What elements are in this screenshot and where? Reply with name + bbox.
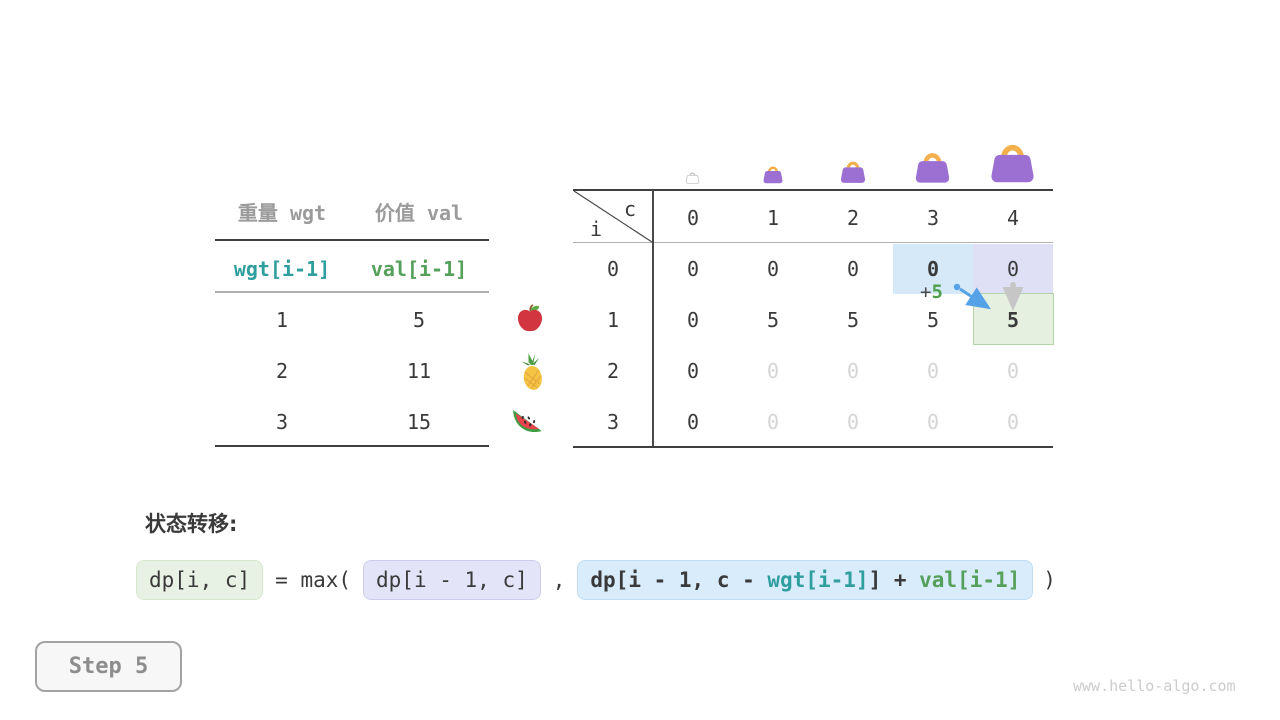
item-row-val: 15: [406, 410, 432, 434]
item-row-wgt: 3: [275, 410, 289, 434]
dp-table-corner-diagonal: [573, 190, 653, 243]
items-table-bottom-rule: [215, 445, 489, 447]
watermelon-icon: [513, 410, 542, 433]
blue-arrow-origin-dot: [953, 283, 961, 291]
state-transition-formula: dp[i, c] = max( dp[i - 1, c] , dp[i - 1,…: [136, 560, 1056, 600]
formula-option2-val: val[i-1]: [919, 568, 1021, 592]
transition-arrows: [953, 282, 1024, 311]
dp-cell-source-above: 0: [1006, 257, 1020, 281]
plus-value-annotation: +5: [920, 281, 943, 303]
dp-cell-pending: 0: [846, 359, 860, 383]
dp-cell-current: 5: [1006, 308, 1020, 332]
state-transition-heading: 状态转移:: [145, 512, 238, 536]
dp-cell-pending: 0: [766, 359, 780, 383]
items-col-header-value: 价值 val: [374, 201, 464, 225]
item-row-val: 5: [412, 308, 426, 332]
dp-row-header: 2: [606, 359, 620, 383]
dp-cell: 0: [686, 257, 700, 281]
dp-cell: 5: [766, 308, 780, 332]
blue-transition-arrow: [959, 287, 992, 310]
formula-option2-wgt: wgt[i-1]: [767, 568, 869, 592]
dp-cell: 0: [846, 257, 860, 281]
plus-sign: +: [920, 281, 932, 303]
dp-cell: 0: [766, 257, 780, 281]
dp-col-header: 1: [766, 206, 780, 230]
added-value: 5: [931, 281, 943, 303]
dp-cell-pending: 0: [846, 410, 860, 434]
formula-option1-box: dp[i - 1, c]: [363, 560, 541, 600]
watermark: www.hello-algo.com: [1073, 677, 1236, 695]
dp-cell-pending: 0: [1006, 410, 1020, 434]
formula-equals-max: = max(: [275, 568, 352, 592]
dp-table-bottom-rule: [573, 446, 1053, 448]
dp-cell-pending: 0: [766, 410, 780, 434]
bag-icon-capacity-2: [840, 161, 866, 183]
formula-lhs-box: dp[i, c]: [136, 560, 264, 600]
dp-cell: 0: [686, 308, 700, 332]
dp-cell-pending: 0: [1006, 359, 1020, 383]
dp-cell: 5: [926, 308, 940, 332]
items-subheader-wgt: wgt[i-1]: [233, 257, 331, 281]
item-row-wgt: 1: [275, 308, 289, 332]
step-badge-label: Step 5: [68, 654, 149, 679]
step-badge: Step 5: [35, 641, 182, 692]
dp-corner-col-label: c: [623, 197, 637, 221]
dp-table-header-rule: [573, 242, 1053, 243]
bag-icon-capacity-1: [763, 166, 783, 184]
dp-cell-pending: 0: [926, 359, 940, 383]
items-subheader-val: val[i-1]: [370, 257, 468, 281]
bag-icon-capacity-3: [915, 153, 950, 183]
formula-option2-pre: dp[i - 1, c -: [590, 568, 768, 592]
dp-cell-pending: 0: [926, 410, 940, 434]
pineapple-icon: [521, 353, 542, 390]
dp-cell-source-skip: 0: [926, 257, 940, 281]
dp-table-top-rule: [573, 189, 1053, 191]
dp-col-header: 0: [686, 206, 700, 230]
items-table-header-rule: [215, 239, 489, 241]
apple-icon: [517, 304, 543, 332]
items-col-header-weight: 重量 wgt: [237, 201, 327, 225]
formula-option2-mid: ] +: [868, 568, 920, 592]
gray-arrow-origin-dot: [1010, 282, 1016, 288]
dp-cell: 5: [846, 308, 860, 332]
bag-icon-capacity-4: [991, 144, 1034, 183]
item-row-val: 11: [406, 359, 432, 383]
dp-row-header: 0: [606, 257, 620, 281]
items-table-subheader-rule: [215, 291, 489, 293]
dp-col-header: 2: [846, 206, 860, 230]
dp-table-col-rule: [652, 190, 654, 447]
formula-option2-box: dp[i - 1, c - wgt[i-1]] + val[i-1]: [577, 560, 1034, 600]
dp-cell: 0: [686, 410, 700, 434]
formula-comma: ,: [552, 568, 566, 592]
item-row-wgt: 2: [275, 359, 289, 383]
dp-row-header: 1: [606, 308, 620, 332]
dp-row-header: 3: [606, 410, 620, 434]
dp-cell: 0: [686, 359, 700, 383]
dp-col-header: 3: [926, 206, 940, 230]
dp-col-header: 4: [1006, 206, 1020, 230]
formula-close-paren: ): [1043, 568, 1056, 592]
bag-icon-capacity-0: [685, 172, 700, 184]
dp-corner-row-label: i: [589, 217, 603, 241]
